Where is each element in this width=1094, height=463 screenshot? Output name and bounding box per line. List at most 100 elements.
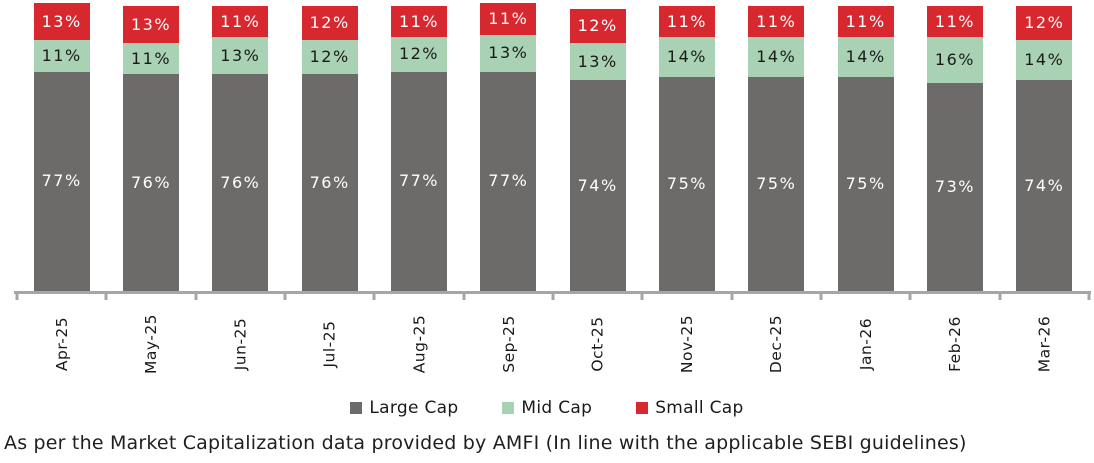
x-axis-label: Feb-26 [945, 316, 964, 372]
stacked-bar: 11% 12% 77% [390, 6, 447, 291]
x-axis-label-cell: Nov-25 [642, 301, 731, 387]
bar-segment-small-cap: 12% [1016, 6, 1073, 41]
bar-segment-mid-cap: 13% [480, 34, 537, 72]
bar-segment-large-cap: 75% [658, 77, 715, 291]
bar-column-nov-25: 11% 14% 75% [642, 0, 731, 291]
axis-tick [551, 291, 555, 300]
bar-segment-small-cap: 12% [569, 8, 626, 44]
legend-swatch-icon [350, 402, 363, 414]
bar-value-label: 12% [577, 15, 618, 35]
stacked-bar: 11% 14% 75% [748, 6, 805, 291]
x-axis-label-cell: Aug-25 [374, 301, 463, 387]
bar-segment-small-cap: 11% [837, 6, 894, 38]
stacked-bar: 12% 13% 74% [569, 8, 626, 291]
bar-column-sep-25: 11% 13% 77% [464, 0, 553, 291]
bar-value-label: 13% [220, 45, 261, 65]
stacked-bar: 12% 12% 76% [301, 6, 358, 291]
plot-area: 13% 11% 77% 13% 11% 76% 11% 13% 76% 12% 12% 76% 11% 1… [17, 0, 1089, 291]
bar-segment-small-cap: 13% [33, 3, 90, 41]
bar-segment-small-cap: 11% [390, 6, 447, 38]
x-axis-label: Dec-25 [767, 314, 786, 374]
stacked-bar: 11% 14% 75% [658, 6, 715, 291]
bar-segment-mid-cap: 13% [569, 43, 626, 81]
bar-column-oct-25: 12% 13% 74% [553, 0, 642, 291]
axis-tick [730, 291, 734, 300]
bar-value-label: 76% [309, 172, 350, 192]
bar-column-dec-25: 11% 14% 75% [732, 0, 821, 291]
bar-segment-mid-cap: 14% [658, 37, 715, 78]
bar-column-feb-26: 11% 16% 73% [910, 0, 999, 291]
bar-segment-small-cap: 12% [301, 6, 358, 41]
bar-value-label: 77% [398, 171, 439, 191]
stacked-bar: 11% 13% 77% [480, 3, 537, 291]
bar-value-label: 11% [398, 11, 439, 31]
bar-column-jan-26: 11% 14% 75% [821, 0, 910, 291]
bar-value-label: 77% [41, 171, 82, 191]
axis-tick [908, 291, 912, 300]
x-axis-label-cell: Apr-25 [17, 301, 106, 387]
bar-segment-small-cap: 11% [926, 6, 983, 38]
x-axis-line [14, 291, 1091, 300]
x-axis-label-cell: Mar-26 [1000, 301, 1089, 387]
bar-value-label: 11% [666, 11, 707, 31]
bar-value-label: 76% [220, 172, 261, 192]
bar-value-label: 11% [220, 11, 261, 31]
bar-segment-mid-cap: 14% [748, 37, 805, 78]
x-axis-label: Jul-25 [320, 320, 339, 368]
bar-value-label: 13% [41, 11, 82, 31]
bar-segment-large-cap: 74% [569, 80, 626, 291]
legend-item-large-cap: Large Cap [350, 398, 458, 418]
x-axis-label-cell: May-25 [106, 301, 195, 387]
bar-segment-large-cap: 77% [480, 71, 537, 291]
bar-segment-large-cap: 76% [301, 74, 358, 291]
bar-value-label: 12% [309, 47, 350, 67]
axis-tick [372, 291, 376, 300]
x-axis-label: Oct-25 [588, 316, 607, 372]
bar-value-label: 14% [756, 47, 797, 67]
bar-segment-large-cap: 75% [837, 77, 894, 291]
bar-value-label: 76% [130, 172, 172, 192]
bar-column-apr-25: 13% 11% 77% [17, 0, 106, 291]
bar-segment-large-cap: 74% [1016, 80, 1073, 291]
bar-value-label: 14% [666, 47, 707, 67]
bar-value-label: 11% [845, 11, 886, 31]
bar-value-label: 75% [845, 174, 886, 194]
bar-segment-small-cap: 11% [480, 3, 537, 35]
x-axis-label: May-25 [141, 313, 160, 375]
bar-segment-mid-cap: 14% [1016, 40, 1073, 81]
bar-segment-small-cap: 11% [212, 6, 269, 38]
axis-tick [1087, 291, 1091, 300]
x-axis-label-cell: Dec-25 [732, 301, 821, 387]
bar-value-label: 75% [756, 174, 797, 194]
bar-segment-mid-cap: 16% [926, 37, 983, 83]
legend-label: Small Cap [655, 398, 744, 418]
bar-value-label: 13% [577, 51, 618, 71]
bar-column-mar-26: 12% 14% 74% [1000, 0, 1089, 291]
bar-column-aug-25: 11% 12% 77% [374, 0, 463, 291]
x-axis-label: Mar-26 [1035, 315, 1054, 373]
stacked-bar: 12% 14% 74% [1016, 6, 1073, 291]
x-axis-labels: Apr-25 May-25 Jun-25 Jul-25 Aug-25 Sep-25 Oct-… [0, 301, 1094, 387]
x-axis-ticks [15, 291, 1091, 300]
axis-tick [462, 291, 466, 300]
stacked-bar: 11% 13% 76% [212, 6, 269, 291]
bar-value-label: 11% [756, 11, 797, 31]
x-axis-label-cell: Jan-26 [821, 301, 910, 387]
bar-value-label: 13% [488, 43, 529, 63]
x-axis-label-cell: Oct-25 [553, 301, 642, 387]
bar-segment-mid-cap: 14% [837, 37, 894, 78]
axis-tick [194, 291, 198, 300]
stacked-bar: 11% 16% 73% [926, 6, 983, 291]
legend-item-mid-cap: Mid Cap [502, 398, 592, 418]
bar-value-label: 75% [666, 174, 707, 194]
x-axis-label: Aug-25 [409, 314, 428, 374]
bar-value-label: 77% [488, 171, 529, 191]
bar-value-label: 11% [130, 48, 172, 68]
bar-segment-large-cap: 77% [390, 71, 447, 291]
axis-tick [998, 291, 1002, 300]
bar-value-label: 13% [130, 14, 172, 34]
bar-segment-large-cap: 76% [122, 74, 179, 291]
footnote: As per the Market Capitalization data pr… [4, 432, 967, 454]
axis-tick [104, 291, 108, 300]
